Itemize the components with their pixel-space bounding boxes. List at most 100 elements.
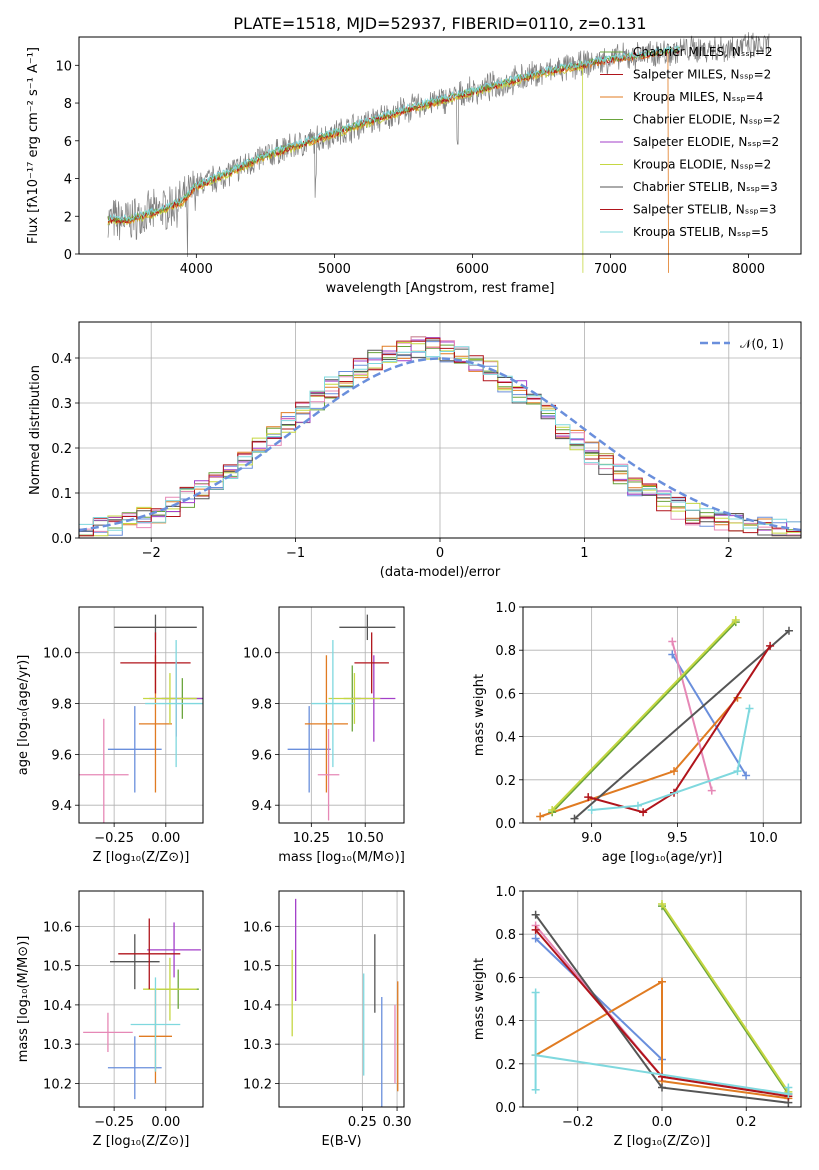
axes-frame: [522, 606, 802, 824]
weight-line-blue: [671, 653, 747, 777]
weight-marker: [531, 934, 540, 943]
x-axis-label: E(B-V): [321, 1134, 361, 1149]
weight-marker: [670, 767, 679, 776]
weight-marker: [766, 641, 775, 650]
x-axis-label: (data-model)/error: [380, 565, 501, 580]
x-tick-label: −0.2: [562, 1115, 594, 1130]
y-tick-label: 10.3: [43, 1038, 72, 1053]
y-tick-label: 1.0: [495, 885, 516, 900]
legend-entry: Chabrier STELIB, Nₛₛₚ=3: [633, 180, 778, 194]
weight-line-yellowgreen: [661, 903, 790, 1093]
x-tick-label: 9.5: [667, 831, 688, 846]
weight-marker: [633, 801, 642, 810]
x-tick-label: 0.30: [383, 1115, 412, 1130]
y-tick-label: 0.1: [51, 487, 72, 502]
y-axis-label: Normed distribution: [28, 365, 43, 495]
x-axis-label: wavelength [Angstrom, rest frame]: [326, 281, 555, 296]
weight-marker: [668, 637, 677, 646]
y-tick-label: 10.0: [243, 647, 272, 662]
y-tick-label: 0.4: [495, 731, 516, 746]
x-tick-label: 9.0: [581, 831, 602, 846]
y-axis-label: mass weight: [472, 674, 487, 756]
weight-line-green: [551, 621, 737, 813]
y-axis-label: mass [log₁₀(M/M⊙)]: [16, 936, 31, 1063]
axes-frame: [278, 890, 405, 1108]
y-tick-label: 0.4: [495, 1015, 516, 1030]
x-tick-label: 5000: [318, 262, 351, 277]
weight-line-red: [587, 645, 771, 814]
weight-marker: [784, 626, 793, 635]
weight-marker: [658, 899, 666, 908]
x-tick-label: −2: [142, 546, 161, 561]
chart-title: PLATE=1518, MJD=52937, FIBERID=0110, z=0…: [233, 14, 646, 33]
histograms: [79, 336, 801, 537]
weight-line-orange: [539, 697, 739, 818]
y-tick-label: 0.3: [51, 397, 72, 412]
x-tick-label: 0: [436, 546, 444, 561]
errorbars-z-mass: [83, 918, 201, 1100]
y-tick-label: 0.6: [495, 687, 516, 702]
y-tick-label: 6: [64, 135, 72, 150]
legend-entry: Salpeter STELIB, Nₛₛₚ=3: [633, 203, 777, 217]
weight-marker: [531, 925, 540, 934]
x-tick-label: 7000: [594, 262, 627, 277]
weight-line-orange: [535, 979, 789, 1100]
errorbars-mass-age: [287, 614, 396, 821]
model-spectrum-green: [107, 46, 680, 224]
y-tick-label: 0.8: [495, 928, 516, 943]
x-tick-label: 10.25: [293, 831, 330, 846]
y-tick-label: 2: [64, 210, 72, 225]
x-tick-label: −0.25: [94, 831, 134, 846]
axes-frame: [522, 890, 802, 1108]
y-tick-label: 10.4: [43, 999, 72, 1014]
y-tick-label: 10.3: [243, 1038, 272, 1053]
weight-marker: [531, 1051, 540, 1060]
x-tick-label: −0.25: [94, 1115, 134, 1130]
weight-marker: [731, 615, 740, 624]
histogram-blue: [79, 341, 801, 537]
weight-marker: [531, 988, 540, 997]
legend-entry: Salpeter MILES, Nₛₛₚ=2: [633, 68, 771, 82]
y-tick-label: 1.0: [495, 601, 516, 616]
x-tick-label: 0.00: [151, 1115, 180, 1130]
weight-marker: [536, 812, 545, 821]
legend-entry: Kroupa MILES, Nₛₛₚ=4: [633, 90, 763, 104]
y-tick-label: 0.2: [495, 1058, 516, 1073]
axes-frame: [78, 36, 802, 255]
weight-marker: [639, 808, 648, 817]
weight-line-blue: [534, 937, 663, 1061]
y-tick-label: 10.2: [43, 1077, 72, 1092]
y-tick-label: 10.5: [243, 960, 272, 975]
y-tick-label: 0.0: [495, 817, 516, 832]
y-tick-label: 8: [64, 97, 72, 112]
weight-line-cyan: [591, 708, 751, 811]
y-tick-label: 0.2: [51, 442, 72, 457]
x-tick-label: 0.2: [736, 1115, 757, 1130]
y-tick-label: 0.0: [495, 1101, 516, 1116]
errorbars-z-age: [79, 614, 203, 823]
legend-entry: 𝒩(0, 1): [740, 337, 784, 351]
weight-marker: [587, 806, 596, 815]
weight-line-yellowgreen: [551, 619, 737, 811]
y-tick-label: 10.2: [243, 1077, 272, 1092]
axes-frame: [78, 606, 204, 824]
y-tick-label: 10.4: [243, 999, 272, 1014]
y-tick-label: 9.6: [51, 748, 72, 763]
weight-line-green: [661, 905, 790, 1095]
x-tick-label: 10.50: [347, 831, 384, 846]
y-tick-label: 10.6: [43, 920, 72, 935]
x-tick-label: −1: [286, 546, 305, 561]
x-axis-label: Z [log₁₀(Z/Z⊙)]: [93, 850, 190, 865]
x-tick-label: 0.00: [151, 831, 180, 846]
weight-marker: [531, 910, 540, 919]
x-tick-label: 0.25: [348, 1115, 377, 1130]
x-axis-label: mass [log₁₀(M/M⊙)]: [278, 850, 405, 865]
model-spectrum-yellowgreen: [107, 64, 584, 273]
weight-marker: [658, 977, 666, 986]
x-tick-label: 10.0: [749, 831, 778, 846]
axes-frame: [78, 890, 204, 1108]
x-tick-label: 2: [725, 546, 733, 561]
x-tick-label: 1: [580, 546, 588, 561]
y-tick-label: 0.6: [495, 971, 516, 986]
